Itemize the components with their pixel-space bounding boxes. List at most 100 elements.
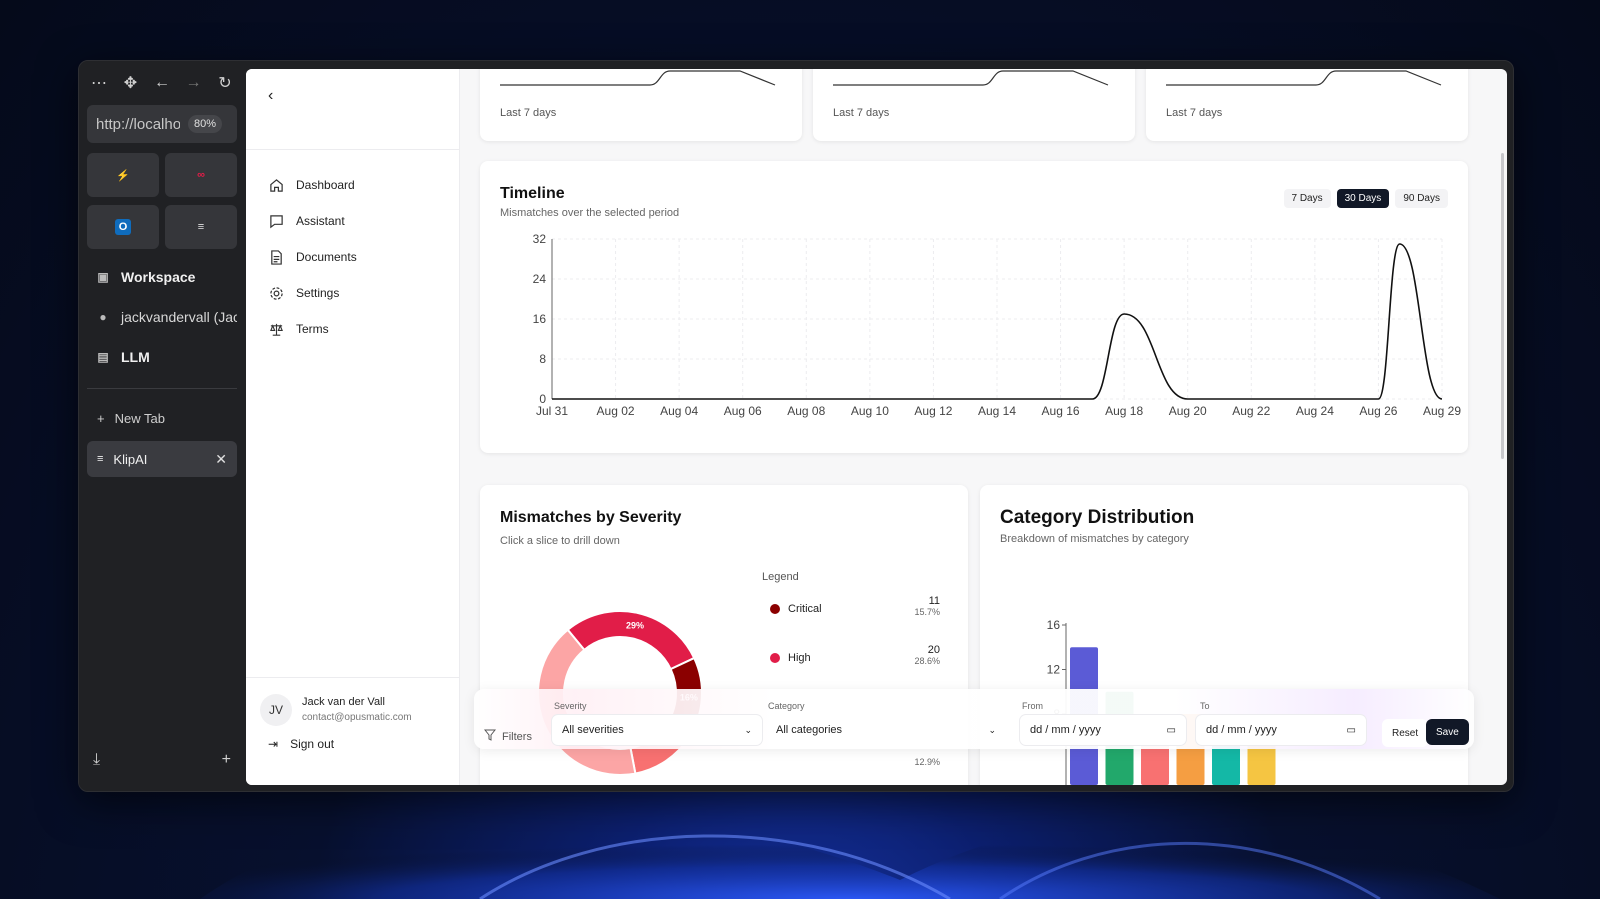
reset-button[interactable]: Reset [1382,719,1429,747]
legend-count: 20 [927,644,940,656]
filters-button[interactable]: Filters [483,729,532,744]
summary-card-label: Last 7 days [500,107,557,119]
browser-item-llm[interactable]: ▤ LLM [87,337,237,377]
active-tab[interactable]: ≡ KlipAI ✕ [87,441,237,477]
browser-items: ▣ Workspace ● jackvandervall (Jack ▤ LLM [87,257,237,377]
klip-icon: ≡ [197,221,205,233]
nav-item-label: Documents [296,250,357,264]
timeline-chart: Jul 31 Aug 02 Aug 04 Aug 06 Aug 08 Aug 10 Aug … [533,232,1462,418]
nav-item-documents[interactable]: Documents [268,239,357,275]
summary-card: Last 7 days [1146,69,1468,141]
nav-menu: Dashboard Assistant Documents Settings T… [268,167,357,347]
dashboard-main: Last 7 days Last 7 days Last 7 days Time… [460,69,1507,785]
x-tick-label: Aug 22 [1232,404,1270,418]
x-tick-label: Aug 02 [597,404,635,418]
plus-icon: + [97,410,105,426]
nav-item-assistant[interactable]: Assistant [268,203,357,239]
avatar: JV [260,694,292,726]
category-subtitle: Breakdown of mismatches by category [1000,533,1189,545]
legend-value: 12.9% [900,757,940,767]
document-icon [268,249,284,265]
add-icon[interactable]: + [221,751,231,768]
timeline-card: Timeline Mismatches over the selected pe… [480,161,1468,453]
y-tick-label: 32 [533,232,547,246]
browser-bottom: ⤓ + [87,751,237,769]
download-icon[interactable]: ⤓ [93,751,101,768]
pinned-tab-bolt[interactable]: ⚡ [87,153,159,197]
range-button[interactable]: 90 Days [1395,189,1448,208]
category-chart: 81216 [1047,618,1276,785]
nav-item-label: Assistant [296,214,345,228]
browser-toolbar: ⋯ ✥ ← → ↻ [87,71,237,95]
home-icon [268,177,284,193]
extensions-icon[interactable]: ✥ [123,75,138,92]
x-tick-label: Aug 14 [978,404,1016,418]
filter-icon [483,729,497,744]
calendar-icon: ▭ [1166,724,1176,736]
url-text: http://localhost [96,115,180,133]
legend-label: Critical [788,603,822,615]
pinned-tab-outlook[interactable]: O [87,205,159,249]
browser-item-github[interactable]: ● jackvandervall (Jack [87,297,237,337]
chat-icon [268,213,284,229]
y-tick-label: 16 [533,312,547,326]
to-date-input[interactable]: dd / mm / yyyy ▭ [1196,715,1366,745]
nav-item-label: Dashboard [296,178,355,192]
more-icon[interactable]: ⋯ [91,75,107,92]
from-date-input[interactable]: dd / mm / yyyy ▭ [1020,715,1186,745]
legend-title: Legend [762,571,799,583]
forward-icon[interactable]: → [185,74,202,91]
range-selector: 7 Days 30 Days 90 Days [1283,189,1448,208]
browser-sidebar: ⋯ ✥ ← → ↻ http://localhost 80% ⚡ ∞ O ≡ ▣… [79,61,246,791]
close-icon[interactable]: ✕ [215,450,227,467]
calendar-icon: ▭ [1346,724,1356,736]
range-button[interactable]: 7 Days [1283,189,1331,208]
legend-value: 20 28.6% [900,644,940,666]
summary-card: Last 7 days [480,69,802,141]
to-label: To [1200,701,1210,711]
filters-label: Filters [502,730,532,743]
browser-item-workspace[interactable]: ▣ Workspace [87,257,237,297]
range-button[interactable]: 30 Days [1336,189,1390,208]
new-tab-button[interactable]: + New Tab [87,401,237,435]
app-sidebar: ‹ Dashboard Assistant Documents Setting [246,69,460,785]
category-select[interactable]: All categories ⌄ [766,715,1006,745]
nav-item-dashboard[interactable]: Dashboard [268,167,357,203]
legend-item-critical[interactable]: Critical [770,603,822,615]
user-profile[interactable]: JV Jack van der Vall contact@opusmatic.c… [246,677,460,726]
nav-item-settings[interactable]: Settings [268,275,357,311]
x-tick-label: Jul 31 [536,404,568,418]
category-filter-label: Category [768,701,805,711]
severity-select[interactable]: All severities ⌄ [552,715,762,745]
zoom-badge[interactable]: 80% [188,115,223,133]
scrollbar[interactable] [1501,153,1504,459]
nav-item-terms[interactable]: Terms [268,311,357,347]
sign-out-button[interactable]: ⇥ Sign out [268,737,334,751]
divider [87,388,237,389]
x-tick-label: Aug 06 [724,404,762,418]
summary-card-label: Last 7 days [833,107,890,119]
x-tick-label: Aug 04 [660,404,698,418]
sign-out-label: Sign out [290,737,335,751]
folder-icon: ▣ [97,270,109,284]
back-icon[interactable]: ← [154,74,170,91]
legend-label: High [788,652,811,664]
pinned-tab-klip[interactable]: ≡ [165,205,237,249]
save-button[interactable]: Save [1426,719,1469,745]
chevron-left-icon[interactable]: ‹ [268,87,274,104]
user-name: Jack van der Vall [302,696,385,708]
filter-bar: Filters Severity All severities ⌄ Catego… [474,689,1474,749]
legend-item-high[interactable]: High [770,652,811,664]
flow-icon: ∞ [197,169,205,181]
chevron-down-icon: ⌄ [988,724,996,735]
reload-icon[interactable]: ↻ [218,75,232,92]
pinned-tab-flow[interactable]: ∞ [165,153,237,197]
app-viewport: ‹ Dashboard Assistant Documents Setting [246,69,1507,785]
summary-card: Last 7 days [813,69,1135,141]
address-bar[interactable]: http://localhost 80% [87,105,237,143]
scale-icon [268,321,284,337]
browser-item-label: jackvandervall (Jack [121,309,237,325]
x-tick-label: Aug 12 [914,404,952,418]
legend-value: 11 15.7% [900,595,940,617]
klip-icon: ≡ [97,453,104,465]
